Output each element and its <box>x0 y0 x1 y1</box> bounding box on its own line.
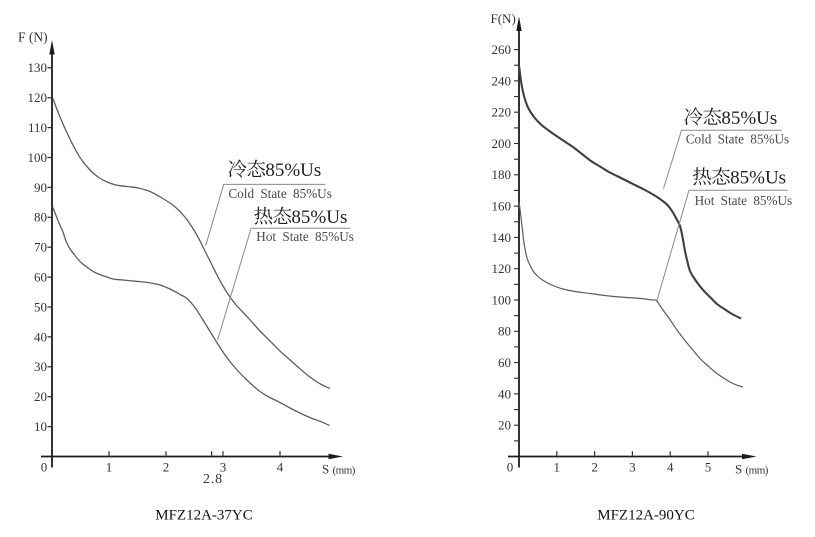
svg-text:180: 180 <box>492 167 512 182</box>
svg-text:85%Us: 85%Us <box>291 207 347 228</box>
svg-text:4: 4 <box>667 460 674 475</box>
svg-text:3: 3 <box>629 460 636 475</box>
svg-text:20: 20 <box>34 389 47 404</box>
svg-text:260: 260 <box>492 42 512 57</box>
svg-text:40: 40 <box>34 329 47 344</box>
svg-text:Hot State 85%Us: Hot State 85%Us <box>256 229 354 244</box>
svg-text:80: 80 <box>34 210 47 225</box>
svg-text:50: 50 <box>34 299 47 314</box>
svg-text:MFZ12A-90YC: MFZ12A-90YC <box>597 508 695 524</box>
svg-text:1: 1 <box>106 460 113 475</box>
svg-text:Hot State 85%Us: Hot State 85%Us <box>695 193 793 208</box>
svg-text:30: 30 <box>34 359 47 374</box>
svg-text:200: 200 <box>492 136 512 151</box>
svg-text:Cold State 85%Us: Cold State 85%Us <box>686 132 789 147</box>
svg-text:100: 100 <box>492 292 512 307</box>
svg-text:40: 40 <box>498 386 511 401</box>
svg-text:0: 0 <box>507 459 514 474</box>
svg-text:F(N): F(N) <box>491 11 516 26</box>
svg-text:130: 130 <box>28 60 48 75</box>
svg-text:4: 4 <box>277 460 284 475</box>
svg-text:20: 20 <box>498 418 511 433</box>
svg-text:160: 160 <box>492 199 512 214</box>
svg-text:120: 120 <box>28 90 48 105</box>
svg-text:2: 2 <box>163 460 170 475</box>
svg-text:60: 60 <box>34 270 47 285</box>
svg-text:70: 70 <box>34 240 47 255</box>
svg-text:240: 240 <box>492 73 512 88</box>
svg-text:100: 100 <box>28 150 48 165</box>
svg-text:1: 1 <box>554 460 561 475</box>
svg-text:S (mm): S (mm) <box>322 462 356 477</box>
svg-text:140: 140 <box>492 230 512 245</box>
svg-text:Cold State 85%Us: Cold State 85%Us <box>228 186 331 201</box>
svg-text:220: 220 <box>492 105 512 120</box>
svg-text:120: 120 <box>492 261 512 276</box>
svg-text:80: 80 <box>498 324 511 339</box>
svg-text:85%Us: 85%Us <box>265 160 321 181</box>
svg-text:0: 0 <box>41 459 48 474</box>
svg-text:10: 10 <box>34 419 47 434</box>
svg-text:F (N): F (N) <box>18 30 48 45</box>
svg-text:5: 5 <box>705 460 712 475</box>
svg-text:85%Us: 85%Us <box>730 168 786 189</box>
svg-text:3: 3 <box>220 460 227 475</box>
svg-text:110: 110 <box>28 120 47 135</box>
svg-text:90: 90 <box>34 180 47 195</box>
svg-text:S (mm): S (mm) <box>735 462 769 477</box>
svg-text:MFZ12A-37YC: MFZ12A-37YC <box>155 508 253 524</box>
svg-text:85%Us: 85%Us <box>721 108 777 129</box>
svg-text:2: 2 <box>591 460 598 475</box>
svg-text:2.8: 2.8 <box>203 472 223 487</box>
svg-text:60: 60 <box>498 355 511 370</box>
